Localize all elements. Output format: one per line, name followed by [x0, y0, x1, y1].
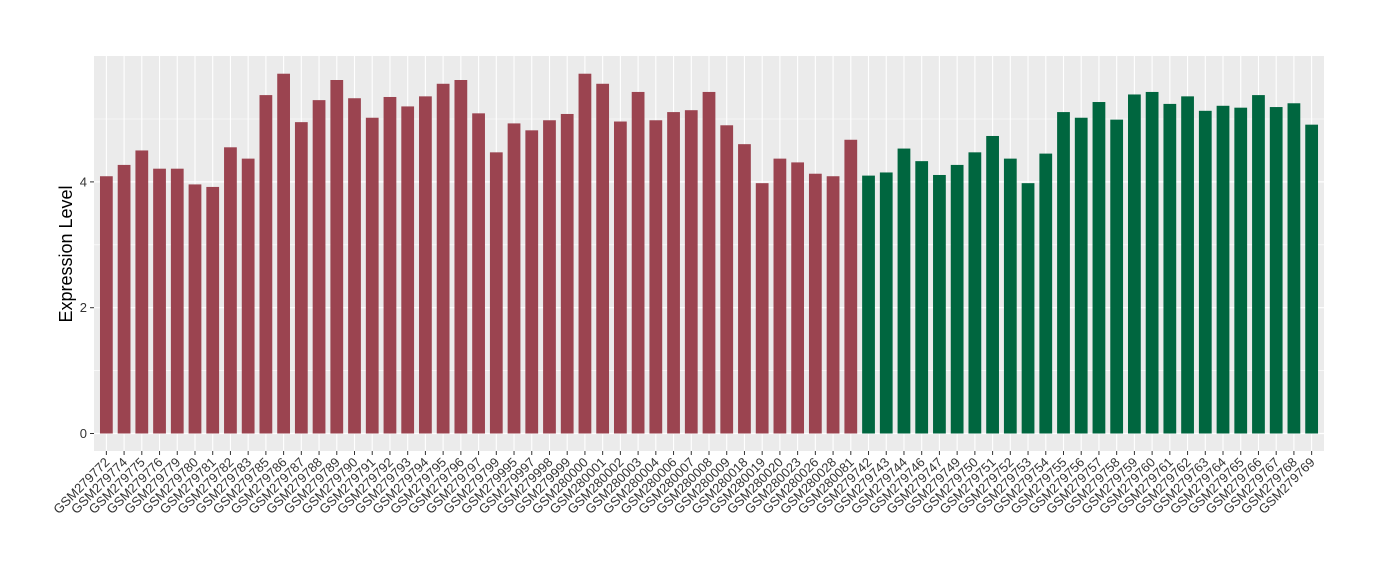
bar-GSM279997: [525, 130, 539, 434]
bar-GSM280028: [826, 176, 840, 434]
bar-GSM279753: [1021, 183, 1035, 434]
bar-GSM279995: [507, 123, 521, 434]
bar-GSM279742: [862, 175, 875, 434]
y-axis-title: Expression Level: [56, 185, 76, 322]
bar-GSM280019: [755, 183, 769, 434]
bar-GSM279756: [1074, 117, 1088, 434]
bar-GSM279767: [1269, 107, 1283, 434]
bar-GSM279749: [950, 164, 964, 434]
bar-GSM279795: [436, 83, 450, 434]
x-axis: GSM279772GSM279774GSM279775GSM279776GSM2…: [50, 451, 1318, 517]
bar-GSM280000: [578, 73, 592, 434]
bar-GSM279751: [986, 135, 999, 434]
bar-GSM279785: [259, 95, 273, 434]
bar-GSM280008: [702, 91, 716, 434]
y-tick-label: 4: [80, 174, 87, 189]
bar-GSM280026: [808, 173, 822, 434]
y-tick-label: 2: [80, 300, 87, 315]
bar-GSM280023: [791, 162, 805, 434]
bar-GSM279783: [241, 158, 255, 434]
bar-GSM279764: [1216, 105, 1230, 434]
bar-GSM279754: [1039, 153, 1053, 434]
bars: [99, 73, 1319, 434]
bar-GSM279789: [330, 80, 344, 434]
bar-GSM280006: [667, 112, 680, 434]
bar-GSM279769: [1305, 124, 1319, 434]
bar-GSM279787: [294, 122, 308, 434]
bar-GSM279772: [99, 176, 113, 434]
bar-GSM279757: [1092, 102, 1106, 434]
bar-GSM279779: [170, 168, 184, 434]
bar-GSM279766: [1252, 95, 1265, 434]
bar-GSM279758: [1110, 119, 1124, 434]
bar-GSM280004: [649, 120, 663, 434]
bar-GSM279760: [1145, 91, 1159, 434]
bar-GSM279782: [224, 147, 237, 434]
bar-GSM279799: [489, 152, 503, 434]
bar-GSM279746: [915, 161, 929, 434]
bar-GSM279774: [117, 164, 131, 434]
bar-GSM280081: [844, 139, 858, 434]
bar-GSM279793: [401, 106, 415, 434]
bar-GSM280003: [631, 91, 645, 434]
bar-GSM279776: [153, 168, 166, 434]
bar-GSM279747: [933, 174, 946, 434]
bar-GSM279796: [454, 80, 468, 434]
bar-GSM279786: [277, 73, 290, 434]
bar-GSM279759: [1128, 94, 1141, 434]
bar-GSM279750: [968, 152, 982, 434]
bar-GSM279780: [188, 184, 202, 434]
bar-GSM279755: [1057, 112, 1070, 434]
bar-GSM279752: [1003, 158, 1017, 434]
bar-GSM279999: [560, 113, 574, 434]
bar-GSM279781: [206, 186, 220, 434]
bar-GSM279791: [365, 117, 379, 434]
bar-GSM280001: [596, 83, 610, 434]
bar-GSM279775: [135, 150, 149, 434]
bar-GSM279998: [543, 120, 556, 434]
bar-GSM280020: [773, 158, 787, 434]
bar-GSM280009: [720, 125, 734, 434]
y-tick-label: 0: [80, 426, 87, 441]
bar-GSM279797: [472, 113, 485, 434]
bar-GSM279765: [1234, 107, 1248, 434]
bar-GSM280007: [684, 110, 698, 434]
bar-GSM279761: [1163, 103, 1177, 434]
bar-GSM279762: [1181, 96, 1194, 434]
bar-GSM280018: [738, 144, 751, 434]
bar-GSM279792: [383, 96, 397, 434]
bar-GSM279763: [1198, 110, 1212, 434]
bar-GSM279744: [897, 148, 911, 434]
bar-GSM279790: [348, 98, 361, 434]
y-axis: 0 2 4: [80, 174, 94, 441]
bar-GSM280002: [613, 121, 627, 434]
bar-GSM279743: [879, 172, 893, 434]
bar-GSM279788: [312, 100, 326, 434]
bar-GSM279794: [419, 96, 432, 434]
bar-GSM279768: [1287, 103, 1301, 434]
